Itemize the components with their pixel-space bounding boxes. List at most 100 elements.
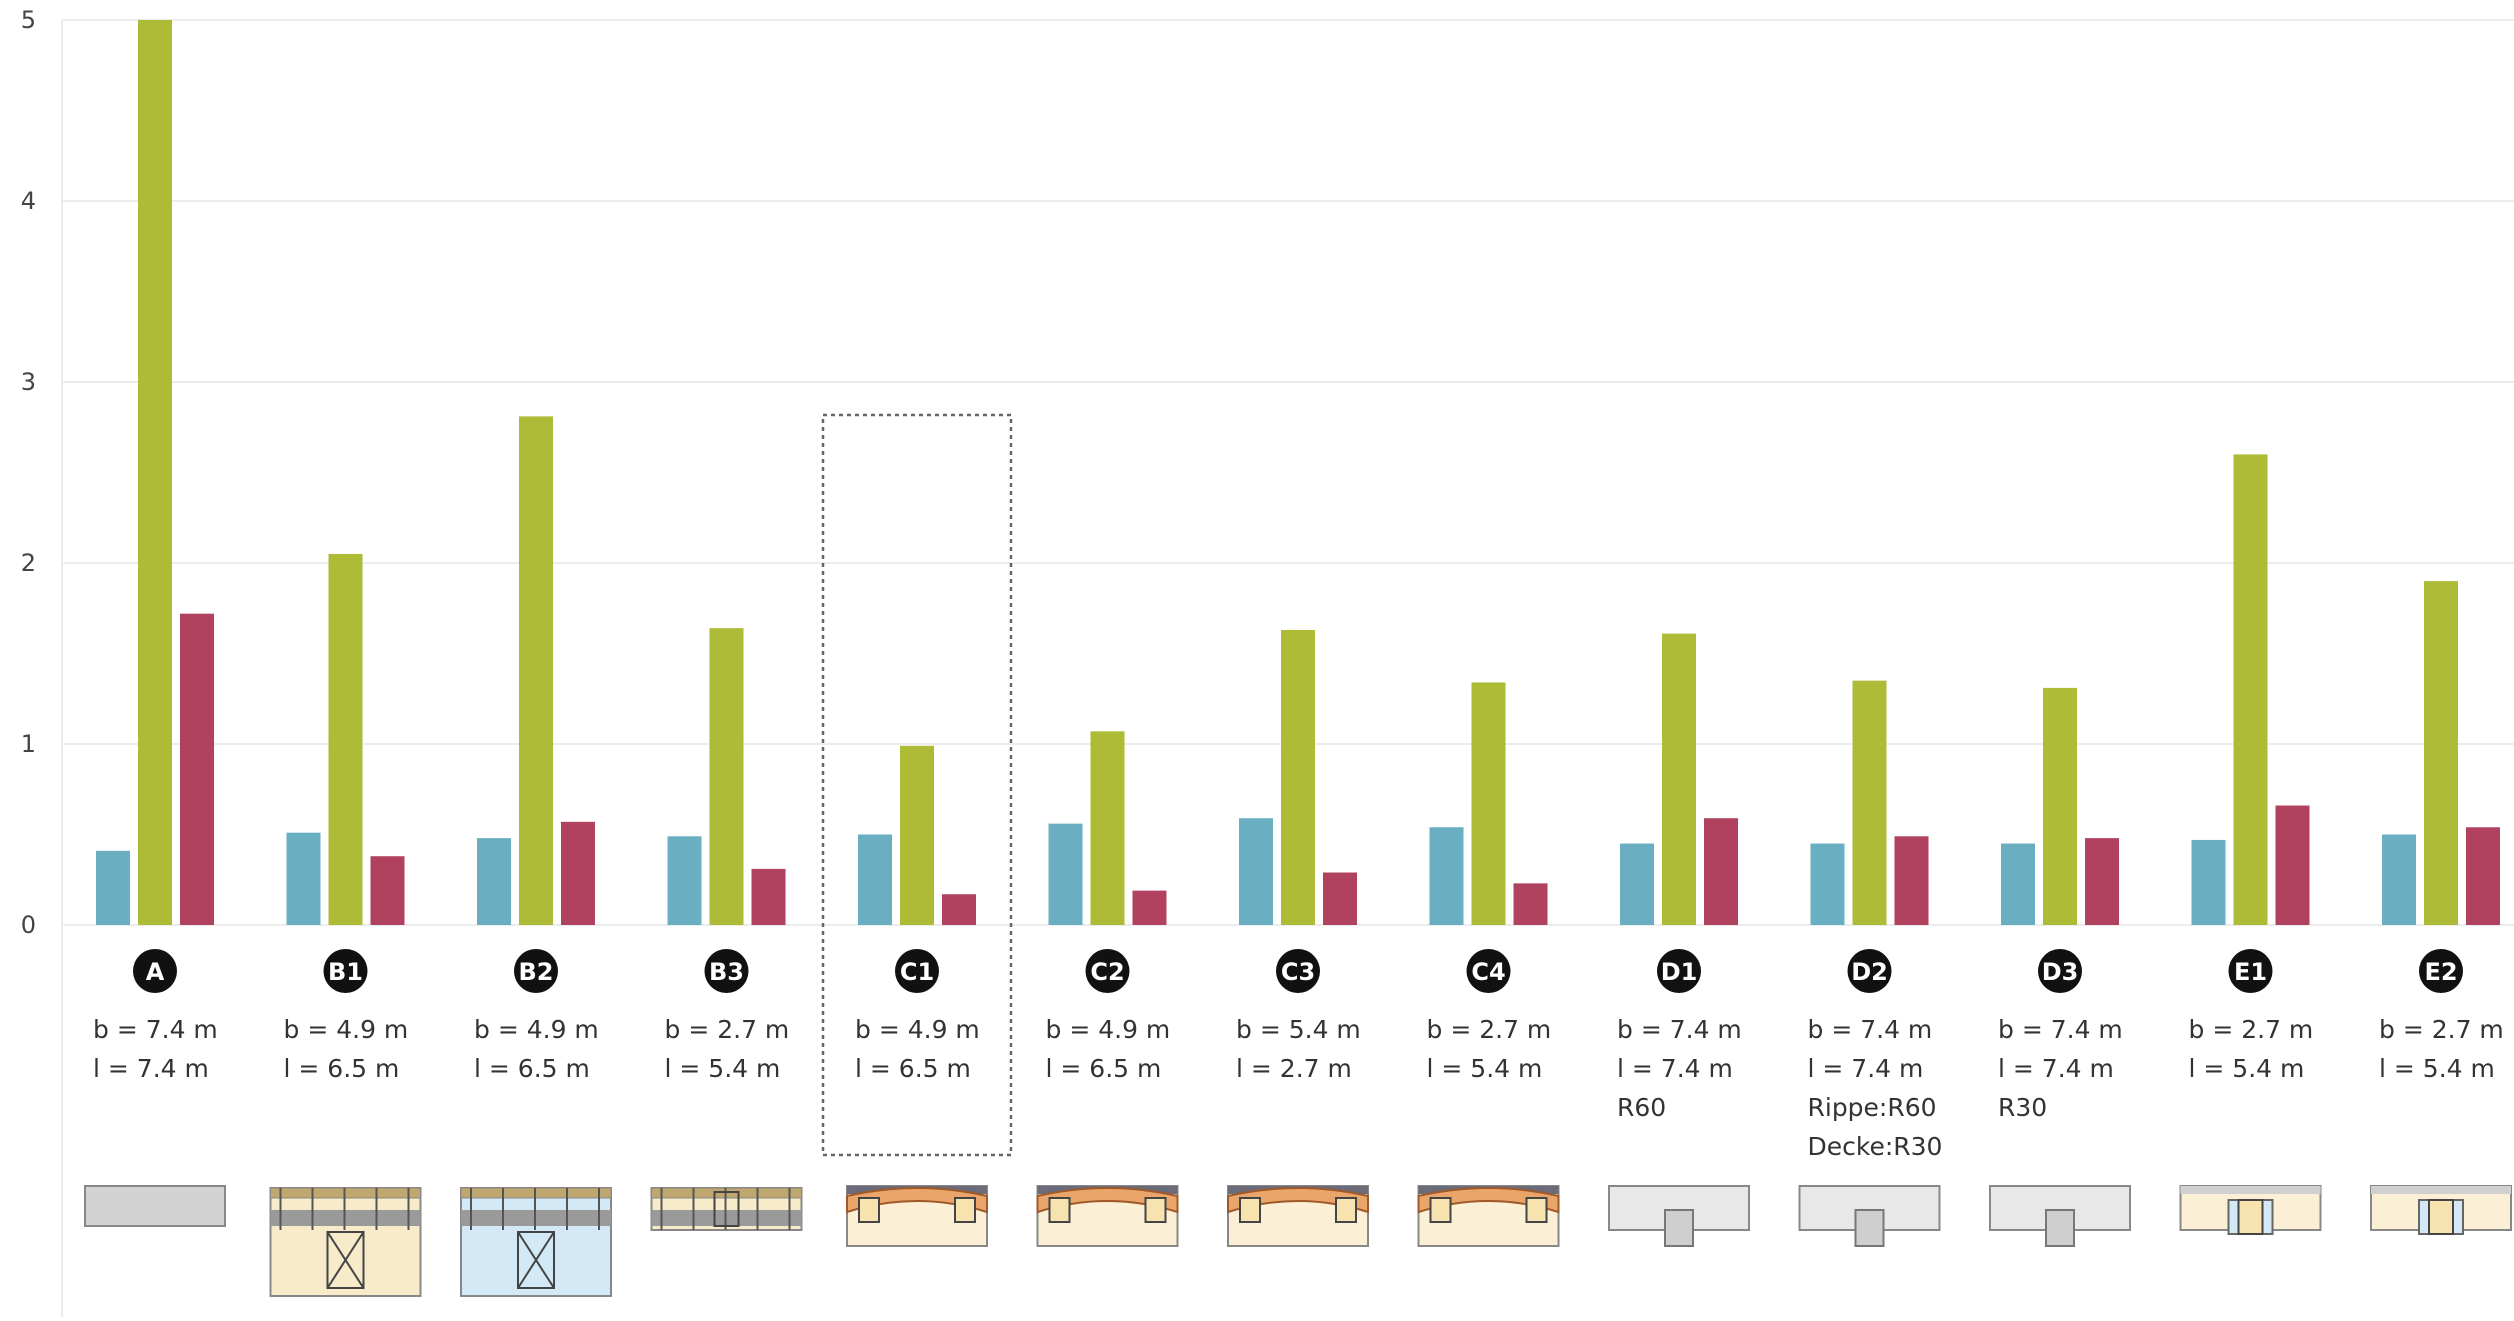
- annotation-text: l = 7.4 m: [1808, 1054, 1924, 1083]
- bar: [2424, 581, 2458, 925]
- annotation-text: l = 2.7 m: [1236, 1054, 1352, 1083]
- bar: [709, 628, 744, 925]
- arch-beam: [1525, 1197, 1548, 1223]
- annotation-text: b = 4.9 m: [284, 1015, 409, 1044]
- bar: [180, 613, 214, 925]
- bar: [1471, 682, 1506, 925]
- category-label: E2: [2419, 949, 2463, 993]
- arch-beam: [858, 1197, 880, 1223]
- slab-shape: [84, 1185, 226, 1227]
- construction-thumbnail: [1417, 1185, 1560, 1247]
- category-label-text: B1: [328, 958, 363, 986]
- category-badge: [133, 949, 177, 993]
- bar: [2085, 838, 2119, 925]
- annotation-text: l = 5.4 m: [665, 1054, 781, 1083]
- y-tick-label: 3: [21, 368, 36, 396]
- category-badge: [1085, 949, 1130, 993]
- category-label-text: B3: [709, 958, 744, 986]
- category-label-text: C1: [900, 958, 934, 986]
- annotation-text: b = 4.9 m: [855, 1015, 980, 1044]
- category-label-text: D1: [1661, 958, 1698, 986]
- bar: [138, 20, 172, 925]
- annotation-text: b = 7.4 m: [1617, 1015, 1742, 1044]
- y-tick-label: 4: [21, 187, 36, 215]
- bar: [477, 838, 511, 925]
- category-badge: [2038, 949, 2082, 993]
- bar: [2191, 839, 2226, 925]
- bars: [96, 20, 2500, 925]
- category-badge: [704, 949, 749, 993]
- joist-top: [2180, 1186, 2321, 1194]
- category-label: E1: [2228, 949, 2273, 993]
- category-badge: [1466, 949, 1511, 993]
- category-label: D3: [2038, 949, 2082, 993]
- frame-beam: [517, 1231, 555, 1289]
- category-badge: [1276, 949, 1320, 993]
- annotation-text: Decke:R30: [1808, 1132, 1943, 1161]
- bar: [1662, 633, 1696, 925]
- bar: [1429, 827, 1464, 925]
- bar: [1810, 843, 1845, 925]
- construction-thumbnail: [1989, 1185, 2131, 1247]
- y-axis: 0 1 2 3 4 5: [21, 6, 36, 939]
- category-label: D1: [1657, 949, 1701, 993]
- arch-curve: [1227, 1187, 1369, 1214]
- construction-thumbnail: [269, 1187, 422, 1297]
- bar: [1132, 890, 1167, 925]
- annotation-text: l = 7.4 m: [1998, 1054, 2114, 1083]
- construction-thumbnail: [460, 1187, 612, 1297]
- annotation-text: b = 7.4 m: [1808, 1015, 1933, 1044]
- bar: [1620, 843, 1654, 925]
- bar: [942, 894, 976, 925]
- annotation-text: b = 4.9 m: [1046, 1015, 1171, 1044]
- category-label-text: C3: [1281, 958, 1315, 986]
- bar: [561, 821, 595, 925]
- joist-core: [2237, 1199, 2264, 1235]
- category-label-text: A: [146, 958, 165, 986]
- bar: [1323, 872, 1357, 925]
- bar: [286, 832, 321, 925]
- annotation-text: l = 6.5 m: [284, 1054, 400, 1083]
- annotation-text: l = 6.5 m: [1046, 1054, 1162, 1083]
- bar: [1281, 629, 1315, 925]
- bar: [2382, 834, 2416, 925]
- category-label-text: B2: [519, 958, 554, 986]
- y-tick-label: 2: [21, 549, 36, 577]
- bar: [751, 868, 786, 925]
- category-badge: [1657, 949, 1701, 993]
- annotation-text: Rippe:R60: [1808, 1093, 1937, 1122]
- annotation-text: b = 2.7 m: [1427, 1015, 1552, 1044]
- annotation-text: l = 6.5 m: [474, 1054, 590, 1083]
- y-tick-label: 5: [21, 6, 36, 34]
- category-badge: [895, 949, 939, 993]
- tee-web: [2045, 1209, 2075, 1247]
- arch-beam: [1429, 1197, 1452, 1223]
- annotation-text: l = 6.5 m: [855, 1054, 971, 1083]
- bar: [1513, 883, 1548, 925]
- annotation-text: R60: [1617, 1093, 1666, 1122]
- arch-beam: [954, 1197, 976, 1223]
- joist-top: [2371, 1186, 2511, 1194]
- category-label-text: E1: [2234, 958, 2267, 986]
- construction-thumbnail: [84, 1185, 226, 1227]
- category-label: C2: [1085, 949, 1130, 993]
- bar: [858, 834, 892, 925]
- category-badge: [2228, 949, 2273, 993]
- bar: [1239, 818, 1273, 925]
- bar: [1704, 818, 1738, 925]
- frame-beam: [713, 1191, 740, 1227]
- bar: [370, 856, 405, 925]
- construction-thumbnail: [2370, 1185, 2512, 1235]
- y-tick-label: 1: [21, 730, 36, 758]
- x-axis: A B1 B2 B3 C1 C2 C3 C4 D1 D2 D3 E1 E2: [133, 949, 2463, 993]
- bar: [2233, 454, 2268, 925]
- annotation-text: b = 7.4 m: [1998, 1015, 2123, 1044]
- y-tick-label: 0: [21, 911, 36, 939]
- category-label: D2: [1847, 949, 1892, 993]
- bar: [2043, 687, 2077, 925]
- frame-beam: [326, 1231, 365, 1289]
- bar: [667, 836, 702, 925]
- category-badge: [2419, 949, 2463, 993]
- bar: [1852, 680, 1887, 925]
